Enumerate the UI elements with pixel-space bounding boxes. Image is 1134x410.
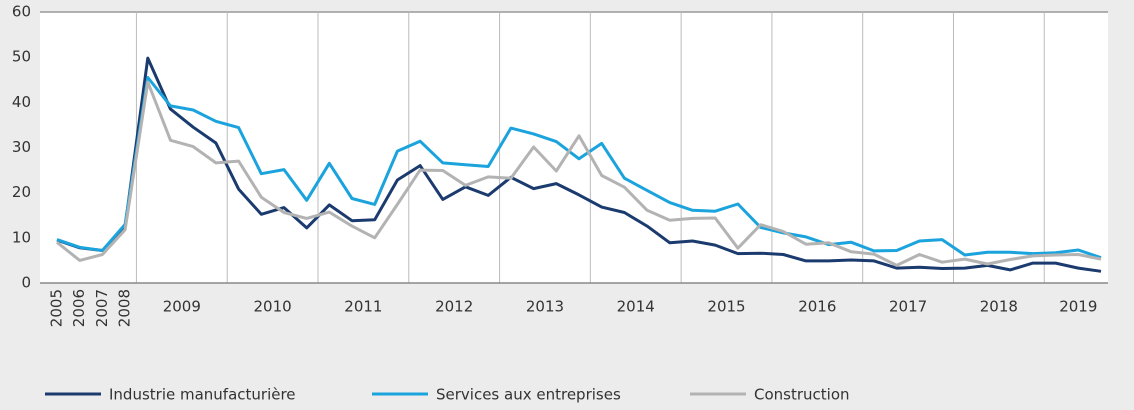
series-line — [56, 80, 1102, 267]
y-tick-label: 30 — [12, 138, 31, 156]
x-tick-label: 2012 — [435, 298, 473, 316]
legend-label: Construction — [754, 386, 850, 404]
y-tick-label: 40 — [12, 93, 31, 111]
y-tick-label: 60 — [12, 3, 31, 21]
x-tick-label: 2006 — [70, 289, 88, 327]
x-tick-label: 2015 — [707, 298, 745, 316]
x-tick-label: 2018 — [980, 298, 1018, 316]
legend-label: Services aux entreprises — [436, 386, 621, 404]
x-tick-label: 2017 — [889, 298, 927, 316]
y-tick-label: 0 — [21, 274, 31, 292]
x-tick-label: 2014 — [617, 298, 655, 316]
x-tick-label: 2010 — [254, 298, 292, 316]
series-line — [56, 56, 1102, 273]
x-tick-label: 2007 — [93, 289, 111, 327]
y-tick-label: 50 — [12, 48, 31, 66]
x-tick-label: 2009 — [163, 298, 201, 316]
x-tick-label: 2008 — [116, 289, 134, 327]
y-tick-label: 10 — [12, 228, 31, 246]
x-tick-label: 2019 — [1059, 298, 1097, 316]
y-tick-label: 20 — [12, 183, 31, 201]
legend-label: Industrie manufacturière — [109, 386, 296, 404]
x-tick-label: 2005 — [48, 289, 66, 327]
series-line — [56, 76, 1102, 260]
x-tick-label: 2011 — [344, 298, 382, 316]
x-tick-label: 2013 — [526, 298, 564, 316]
x-tick-label: 2016 — [798, 298, 836, 316]
